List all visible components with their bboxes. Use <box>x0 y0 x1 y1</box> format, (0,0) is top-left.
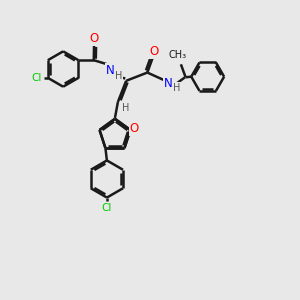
Text: H: H <box>115 71 122 81</box>
Text: O: O <box>90 32 99 45</box>
Text: Cl: Cl <box>102 203 112 213</box>
Text: H: H <box>173 83 181 93</box>
Text: N: N <box>106 64 114 77</box>
Text: O: O <box>149 45 158 58</box>
Text: Cl: Cl <box>32 73 42 83</box>
Text: N: N <box>164 77 173 90</box>
Text: CH₃: CH₃ <box>169 50 187 61</box>
Text: H: H <box>122 103 129 113</box>
Text: O: O <box>130 122 139 135</box>
